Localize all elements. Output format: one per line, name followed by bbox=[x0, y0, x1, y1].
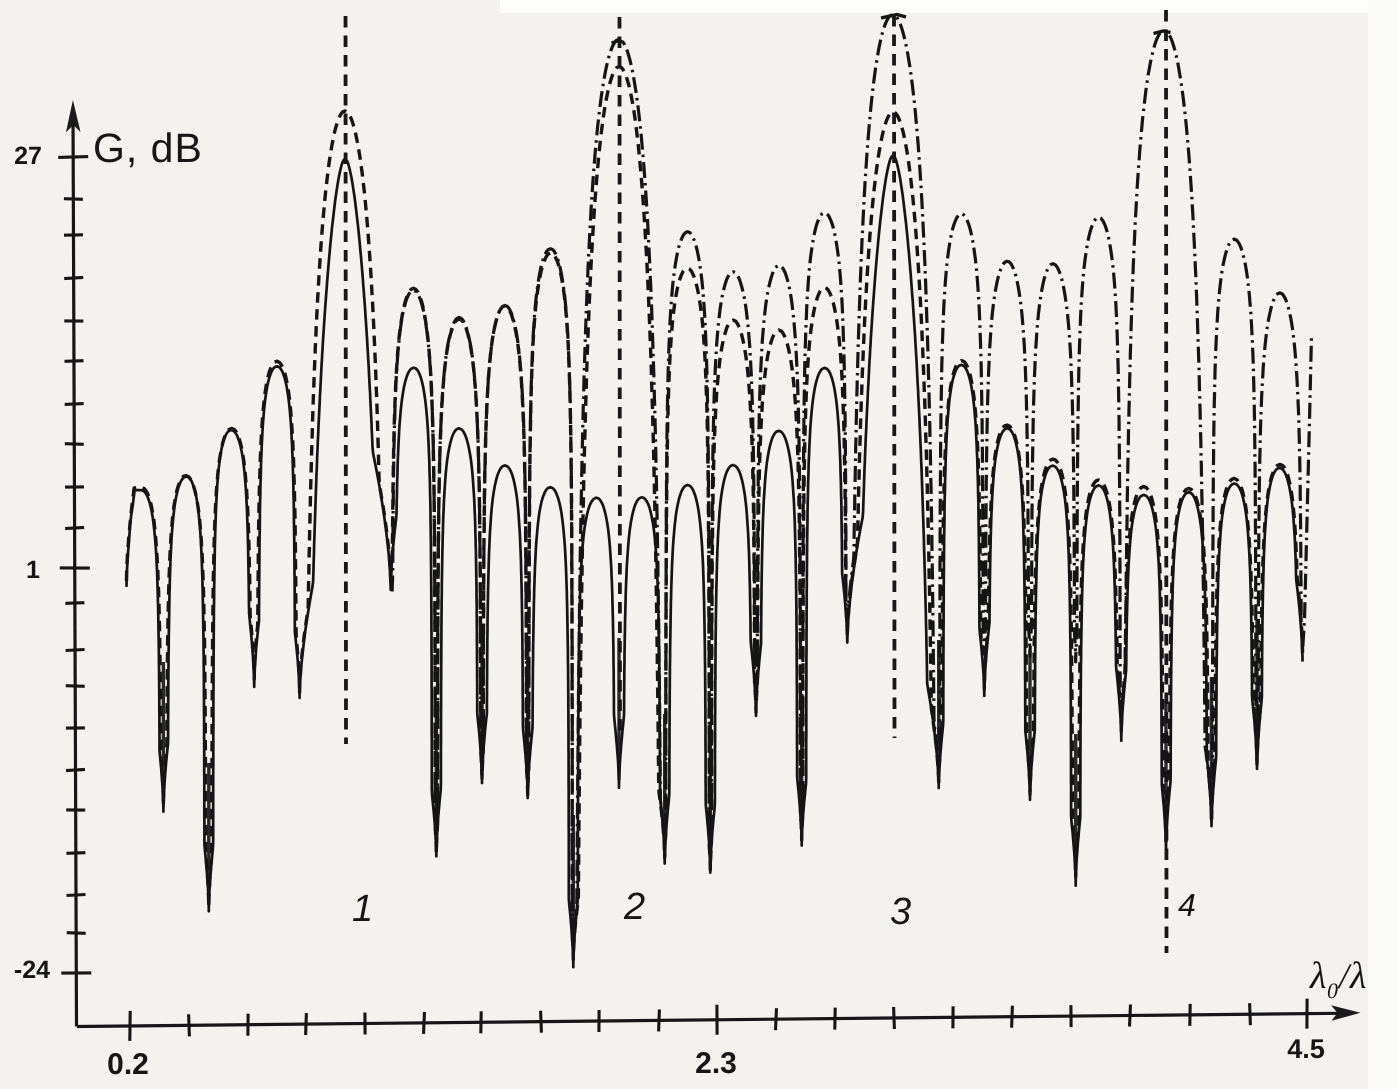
svg-text:2.3: 2.3 bbox=[695, 1047, 737, 1080]
svg-text:4: 4 bbox=[1178, 887, 1196, 923]
svg-text:1: 1 bbox=[352, 888, 373, 930]
svg-text:3: 3 bbox=[890, 891, 911, 933]
svg-text:G, dB: G, dB bbox=[93, 125, 203, 171]
svg-text:-24: -24 bbox=[14, 956, 50, 984]
svg-text:/: / bbox=[1337, 956, 1352, 996]
svg-text:0.2: 0.2 bbox=[107, 1048, 149, 1081]
svg-text:27: 27 bbox=[14, 142, 42, 170]
svg-text:4.5: 4.5 bbox=[1287, 1034, 1325, 1064]
svg-text:λ: λ bbox=[1309, 955, 1326, 997]
svg-text:0: 0 bbox=[1327, 978, 1338, 1003]
svg-text:λ: λ bbox=[1349, 955, 1366, 997]
svg-text:1: 1 bbox=[26, 556, 40, 584]
svg-text:2: 2 bbox=[623, 886, 645, 928]
